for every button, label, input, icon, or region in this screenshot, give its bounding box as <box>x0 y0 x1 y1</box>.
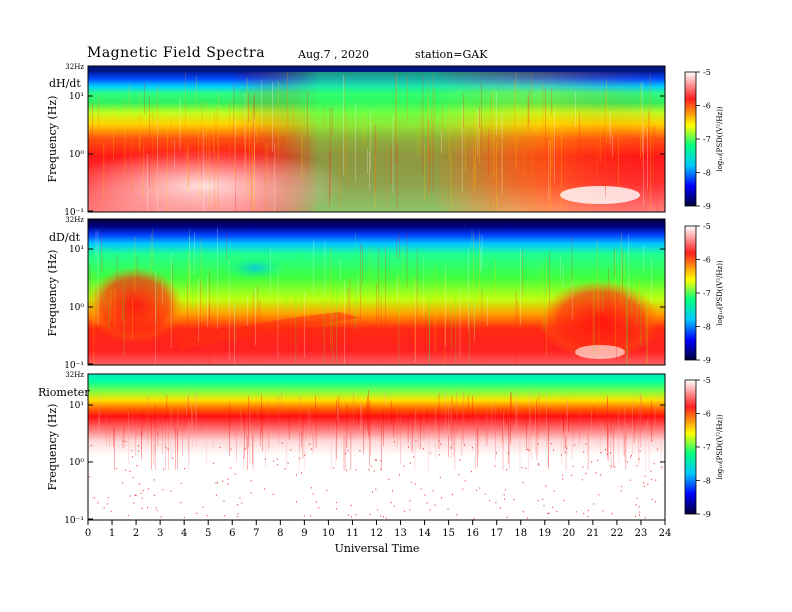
ticks-2 <box>88 248 665 365</box>
x-tick-label: 22 <box>611 528 624 539</box>
ytick-label-2-0: 10⁻¹ <box>64 361 84 371</box>
ytick-label-1-2: 10¹ <box>69 92 84 102</box>
colorbar-label-1: log₁₀(PSD((V²/Hz)) <box>716 106 724 172</box>
panel-riometer: Riometer 32Hz 10⁻¹ 10⁰ 10¹ Frequency (Hz… <box>38 371 724 526</box>
x-tick-label: 11 <box>346 528 359 539</box>
x-tick-label: 12 <box>370 528 383 539</box>
colorbar-tick-label: -6 <box>703 102 711 111</box>
ylabel-3: Frequency (Hz) <box>46 404 59 491</box>
colorbar-tick-label: -9 <box>703 202 711 211</box>
colorbar-tick-label: -7 <box>703 289 711 298</box>
colorbar-3 <box>684 379 697 515</box>
x-tick-label: 20 <box>562 528 575 539</box>
x-tick-label: 7 <box>253 528 259 539</box>
date-label: Aug.7 , 2020 <box>298 48 370 61</box>
ylabel-2: Frequency (Hz) <box>46 250 59 337</box>
panel-label-dd-dt: dD/dt <box>49 231 81 244</box>
colorbar-label-2: log₁₀(PSD((V²/Hz)) <box>716 260 724 326</box>
x-tick-label: 23 <box>635 528 648 539</box>
colorbar-1 <box>684 71 697 207</box>
colorbar-tick-label: -9 <box>703 356 711 365</box>
x-tick-label: 8 <box>277 528 283 539</box>
x-tick-label: 18 <box>514 528 527 539</box>
y-top-label-3: 32Hz <box>65 371 84 379</box>
x-tick-label: 1 <box>109 528 115 539</box>
ticks-3 <box>88 404 665 520</box>
colorbar-tick-label: -8 <box>703 477 711 486</box>
panel-label-riometer: Riometer <box>38 386 90 399</box>
colorbar-2 <box>684 225 697 361</box>
x-tick-label: 13 <box>394 528 407 539</box>
ytick-label-2-1: 10⁰ <box>69 303 84 313</box>
colorbar-tick-label: -8 <box>703 323 711 332</box>
ytick-label-3-2: 10¹ <box>69 401 84 411</box>
colorbar-tick-label: -8 <box>703 169 711 178</box>
chart-title: Magnetic Field Spectra <box>87 45 266 61</box>
panel-dd-dt: dD/dt 32Hz 10⁻¹ 10⁰ 10¹ Frequency (Hz) -… <box>46 216 724 371</box>
colorbar-tick-label: -5 <box>703 68 711 77</box>
x-tick-label: 17 <box>490 528 503 539</box>
x-tick-label: 15 <box>442 528 455 539</box>
ytick-label-3-1: 10⁰ <box>69 458 84 468</box>
x-tick-label: 4 <box>181 528 187 539</box>
colorbar-tick-label: -5 <box>703 222 711 231</box>
x-tick-label: 10 <box>322 528 335 539</box>
colorbar-tick-label: -5 <box>703 376 711 385</box>
ytick-label-2-2: 10¹ <box>69 245 84 255</box>
panel-label-dh-dt: dH/dt <box>49 77 81 90</box>
x-axis: 0 1 2 3 4 5 6 7 8 9 10 11 12 13 14 15 16 17 18 19 20 21 22 23 24 <box>85 520 672 539</box>
ylabel-1: Frequency (Hz) <box>46 96 59 183</box>
heatmap-riometer <box>88 374 665 520</box>
y-top-label-1: 32Hz <box>65 63 84 71</box>
colorbar-tick-label: -9 <box>703 510 711 519</box>
panel-dh-dt: dH/dt 32Hz 10⁻¹ 10⁰ 10¹ Frequency (Hz) -… <box>46 63 724 218</box>
ytick-label-1-0: 10⁻¹ <box>64 208 84 218</box>
ticks-1 <box>88 95 665 212</box>
colorbar-tick-label: -7 <box>703 135 711 144</box>
x-tick-label: 5 <box>205 528 211 539</box>
x-tick-label: 19 <box>538 528 551 539</box>
x-tick-label: 3 <box>157 528 163 539</box>
colorbar-tick-label: -6 <box>703 410 711 419</box>
x-tick-label: 9 <box>301 528 307 539</box>
x-tick-label: 16 <box>466 528 479 539</box>
colorbar-label-3: log₁₀(PSD((V²/Hz)) <box>716 414 724 480</box>
x-tick-label: 21 <box>587 528 600 539</box>
station-label: station=GAK <box>415 48 488 61</box>
x-tick-label: 14 <box>418 528 431 539</box>
x-axis-label: Universal Time <box>335 542 420 555</box>
colorbar-tick-label: -7 <box>703 443 711 452</box>
y-top-label-2: 32Hz <box>65 216 84 224</box>
x-tick-label: 6 <box>229 528 235 539</box>
ytick-label-1-1: 10⁰ <box>69 150 84 160</box>
x-tick-label: 2 <box>133 528 139 539</box>
ytick-label-3-0: 10⁻¹ <box>64 516 84 526</box>
x-tick-label: 0 <box>85 528 91 539</box>
colorbar-tick-label: -6 <box>703 256 711 265</box>
x-tick-label: 24 <box>659 528 672 539</box>
